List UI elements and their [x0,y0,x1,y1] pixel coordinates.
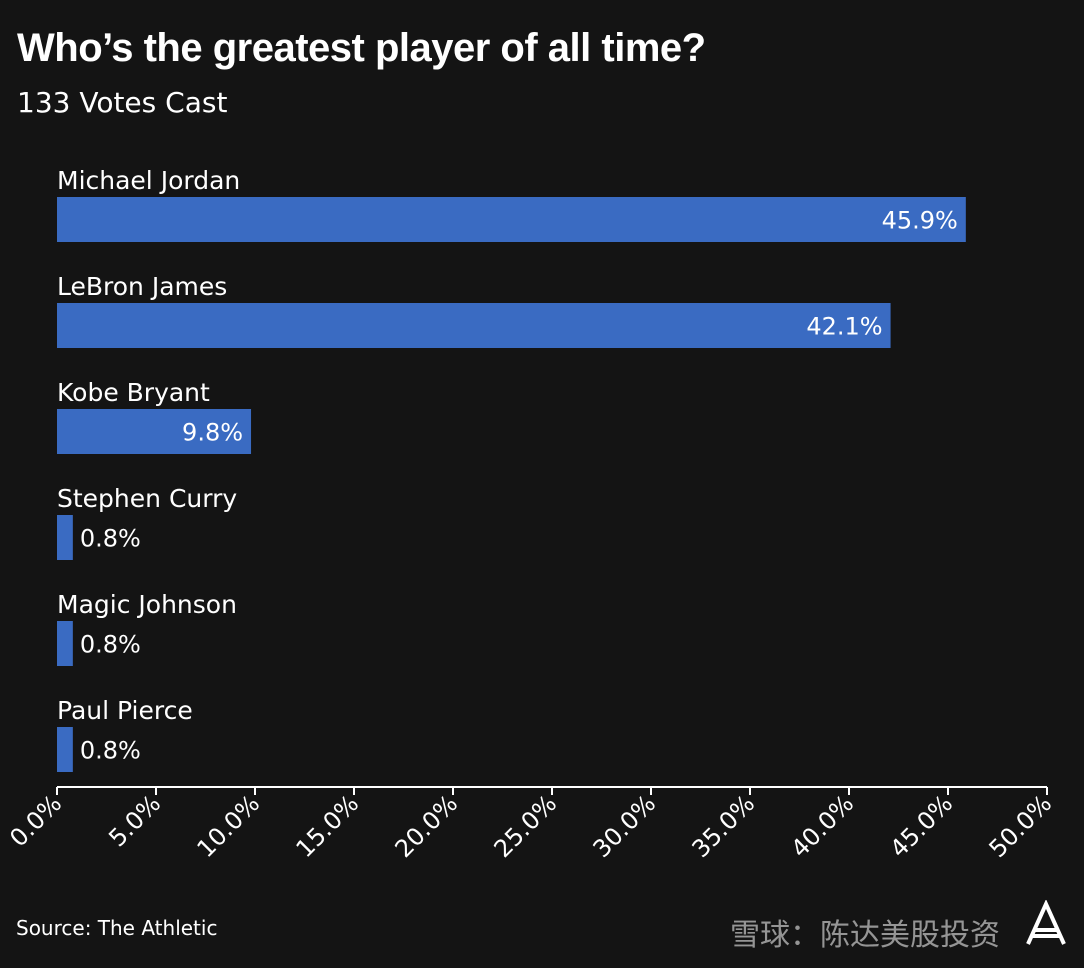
x-tick-label: 40.0% [786,789,860,863]
bar [57,727,73,772]
category-label: Kobe Bryant [57,378,210,407]
x-tick-label: 45.0% [885,789,959,863]
athletic-logo-icon [1026,900,1066,945]
chart-subtitle: 133 Votes Cast [17,86,228,119]
bar [57,515,73,560]
data-label: 0.8% [80,737,141,765]
x-tick-label: 15.0% [291,789,365,863]
x-tick-label: 35.0% [687,789,761,863]
data-label: 9.8% [182,419,243,447]
data-label: 0.8% [80,525,141,553]
x-tick-label: 20.0% [390,789,464,863]
watermark: 雪球：陈达美股投资 [730,918,1000,953]
x-tick-label: 5.0% [103,789,166,852]
bar [57,197,966,242]
category-label: Paul Pierce [57,696,193,725]
data-label: 0.8% [80,631,141,659]
x-tick-label: 25.0% [489,789,563,863]
category-label: Stephen Curry [57,484,237,513]
data-label: 42.1% [806,313,882,341]
category-label: LeBron James [57,272,227,301]
x-tick-label: 30.0% [588,789,662,863]
x-tick-label: 50.0% [984,789,1058,863]
bar [57,303,891,348]
source-note: Source: The Athletic [16,916,218,940]
category-label: Michael Jordan [57,166,240,195]
bar [57,409,252,454]
bar-chart: Michael Jordan 45.9% LeBron James 42.1% Kobe… [4,166,1058,863]
category-label: Magic Johnson [57,590,237,619]
data-label: 45.9% [882,207,958,235]
x-tick-label: 10.0% [192,789,266,863]
chart-title: Who’s the greatest player of all time? [17,26,706,70]
x-tick-label: 0.0% [4,789,67,852]
bar [57,621,73,666]
